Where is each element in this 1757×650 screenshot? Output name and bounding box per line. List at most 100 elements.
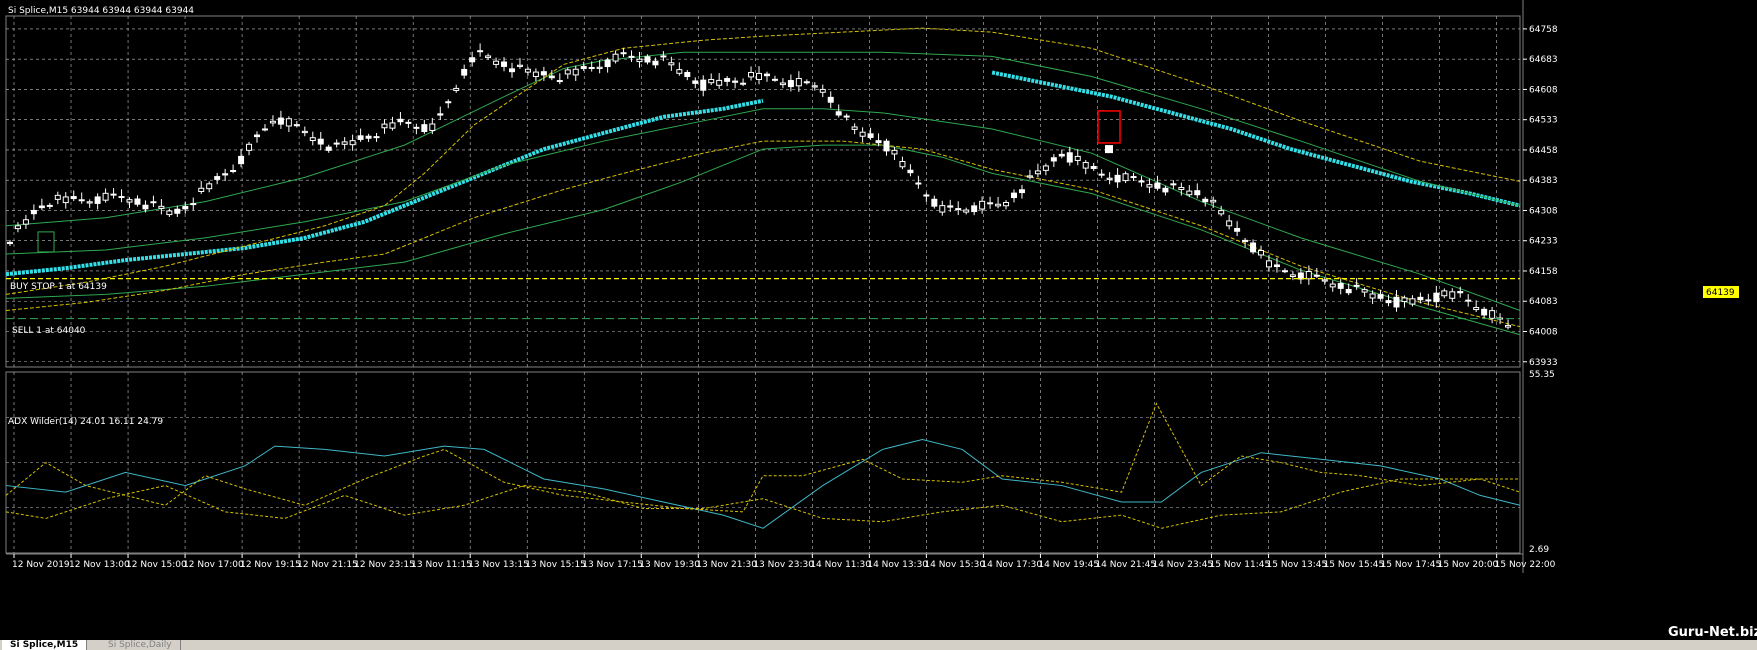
candle-body <box>1505 324 1512 328</box>
candle-body <box>1026 175 1033 178</box>
candle-body <box>939 205 946 213</box>
candle-body <box>341 141 348 145</box>
candle-body <box>6 241 13 245</box>
candle-body <box>596 66 603 69</box>
candle-body <box>740 82 747 85</box>
candle-body <box>1457 291 1464 294</box>
indicator-tick-label: 55.35 <box>1529 370 1555 380</box>
candle-body <box>477 50 484 53</box>
candle-body <box>1473 307 1480 311</box>
candle-body <box>1162 187 1169 193</box>
candle-body <box>1321 279 1328 282</box>
candle-body <box>1425 299 1432 302</box>
candle-body <box>580 66 587 70</box>
candle-body <box>102 192 109 201</box>
candle-body <box>309 137 316 142</box>
candle-body <box>748 71 755 78</box>
candle-body <box>246 143 253 151</box>
chart-grid <box>5 0 1524 573</box>
time-tick-label: 13 Nov 23:30 <box>753 560 814 570</box>
candle-body <box>867 133 874 138</box>
price-tick-label: 64533 <box>1529 116 1558 126</box>
chart-tab-bar: Si Splice,M15 Si Splice,Daily <box>0 640 1757 650</box>
candle-body <box>1345 288 1352 294</box>
candle-body <box>1226 220 1233 227</box>
candle-body <box>1170 183 1177 186</box>
buy-stop-order-label[interactable]: BUY STOP 1 at 64139 <box>10 282 107 292</box>
candlesticks <box>6 43 1512 330</box>
candle-body <box>963 209 970 213</box>
price-tick-label: 64008 <box>1529 327 1558 337</box>
candle-body <box>1122 173 1129 182</box>
candle-body <box>1138 180 1145 183</box>
candle-body <box>469 57 476 63</box>
candle-body <box>915 182 922 185</box>
candle-body <box>206 183 213 190</box>
candle-body <box>54 194 61 200</box>
time-tick-label: 14 Nov 15:30 <box>924 560 985 570</box>
candle-body <box>301 130 308 134</box>
price-axis: 64758 64683 64608 64533 64458 64383 64308 64233… <box>1523 25 1558 555</box>
entry-marker <box>37 231 55 253</box>
time-tick-label: 14 Nov 21:45 <box>1095 560 1156 570</box>
candle-body <box>1042 165 1049 171</box>
chart-series <box>5 27 1521 336</box>
candle-body <box>787 80 794 88</box>
candle-body <box>445 101 452 104</box>
candle-body <box>1353 284 1360 287</box>
adx-line-2 <box>5 478 1520 529</box>
candle-body <box>1481 308 1488 316</box>
candle-body <box>907 169 914 174</box>
time-tick-label: 14 Nov 19:45 <box>1038 560 1099 570</box>
candle-body <box>501 61 508 67</box>
candle-body <box>230 170 237 173</box>
candle-body <box>134 198 141 205</box>
tab-si-splice-m15[interactable]: Si Splice,M15 <box>2 640 88 650</box>
price-tick-label: 64608 <box>1529 85 1558 95</box>
candle-body <box>126 199 133 203</box>
candle-body <box>891 149 898 155</box>
candle-body <box>947 205 954 208</box>
adx-indicator <box>5 402 1521 529</box>
candle-body <box>1050 157 1057 162</box>
sell-order-label[interactable]: SELL 1 at 64040 <box>12 326 86 336</box>
candle-body <box>1082 161 1089 169</box>
price-tick-label: 64158 <box>1529 267 1558 277</box>
candle-body <box>899 161 906 168</box>
candle-body <box>78 199 85 202</box>
time-tick-label: 12 Nov 19:15 <box>240 560 301 570</box>
candle-body <box>86 201 93 204</box>
order-levels[interactable] <box>6 110 1520 320</box>
candle-body <box>716 79 723 86</box>
candle-body <box>1297 272 1304 280</box>
time-tick-label: 15 Nov 20:00 <box>1438 560 1499 570</box>
candle-body <box>182 205 189 210</box>
ma-line-3 <box>5 108 1521 311</box>
candle-body <box>923 194 930 197</box>
indicator-tick-label: 2.69 <box>1529 545 1549 555</box>
candle-body <box>349 140 356 146</box>
price-tick-label: 64458 <box>1529 146 1558 156</box>
candle-body <box>1034 170 1041 175</box>
candle-body <box>1242 239 1249 243</box>
candle-body <box>732 80 739 83</box>
time-tick-label: 12 Nov 13:00 <box>69 560 130 570</box>
candle-body <box>437 113 444 116</box>
time-tick-label: 12 Nov 21:15 <box>297 560 358 570</box>
candle-body <box>572 68 579 76</box>
time-tick-label: 12 Nov 2019 <box>12 560 70 570</box>
candle-body <box>508 68 515 73</box>
candle-body <box>763 73 770 77</box>
candle-body <box>1393 296 1400 308</box>
candle-body <box>620 52 627 55</box>
candle-body <box>532 71 539 78</box>
ma-line-4 <box>5 144 1521 336</box>
adx-line-0 <box>5 439 1521 529</box>
tab-si-splice-daily[interactable]: Si Splice,Daily <box>100 640 181 650</box>
ma-line-5 <box>5 27 1521 295</box>
candle-body <box>636 58 643 63</box>
candle-body <box>429 123 436 131</box>
candle-body <box>198 187 205 193</box>
indicator-title: ADX Wilder(14) 24.01 16.11 24.79 <box>8 417 163 427</box>
